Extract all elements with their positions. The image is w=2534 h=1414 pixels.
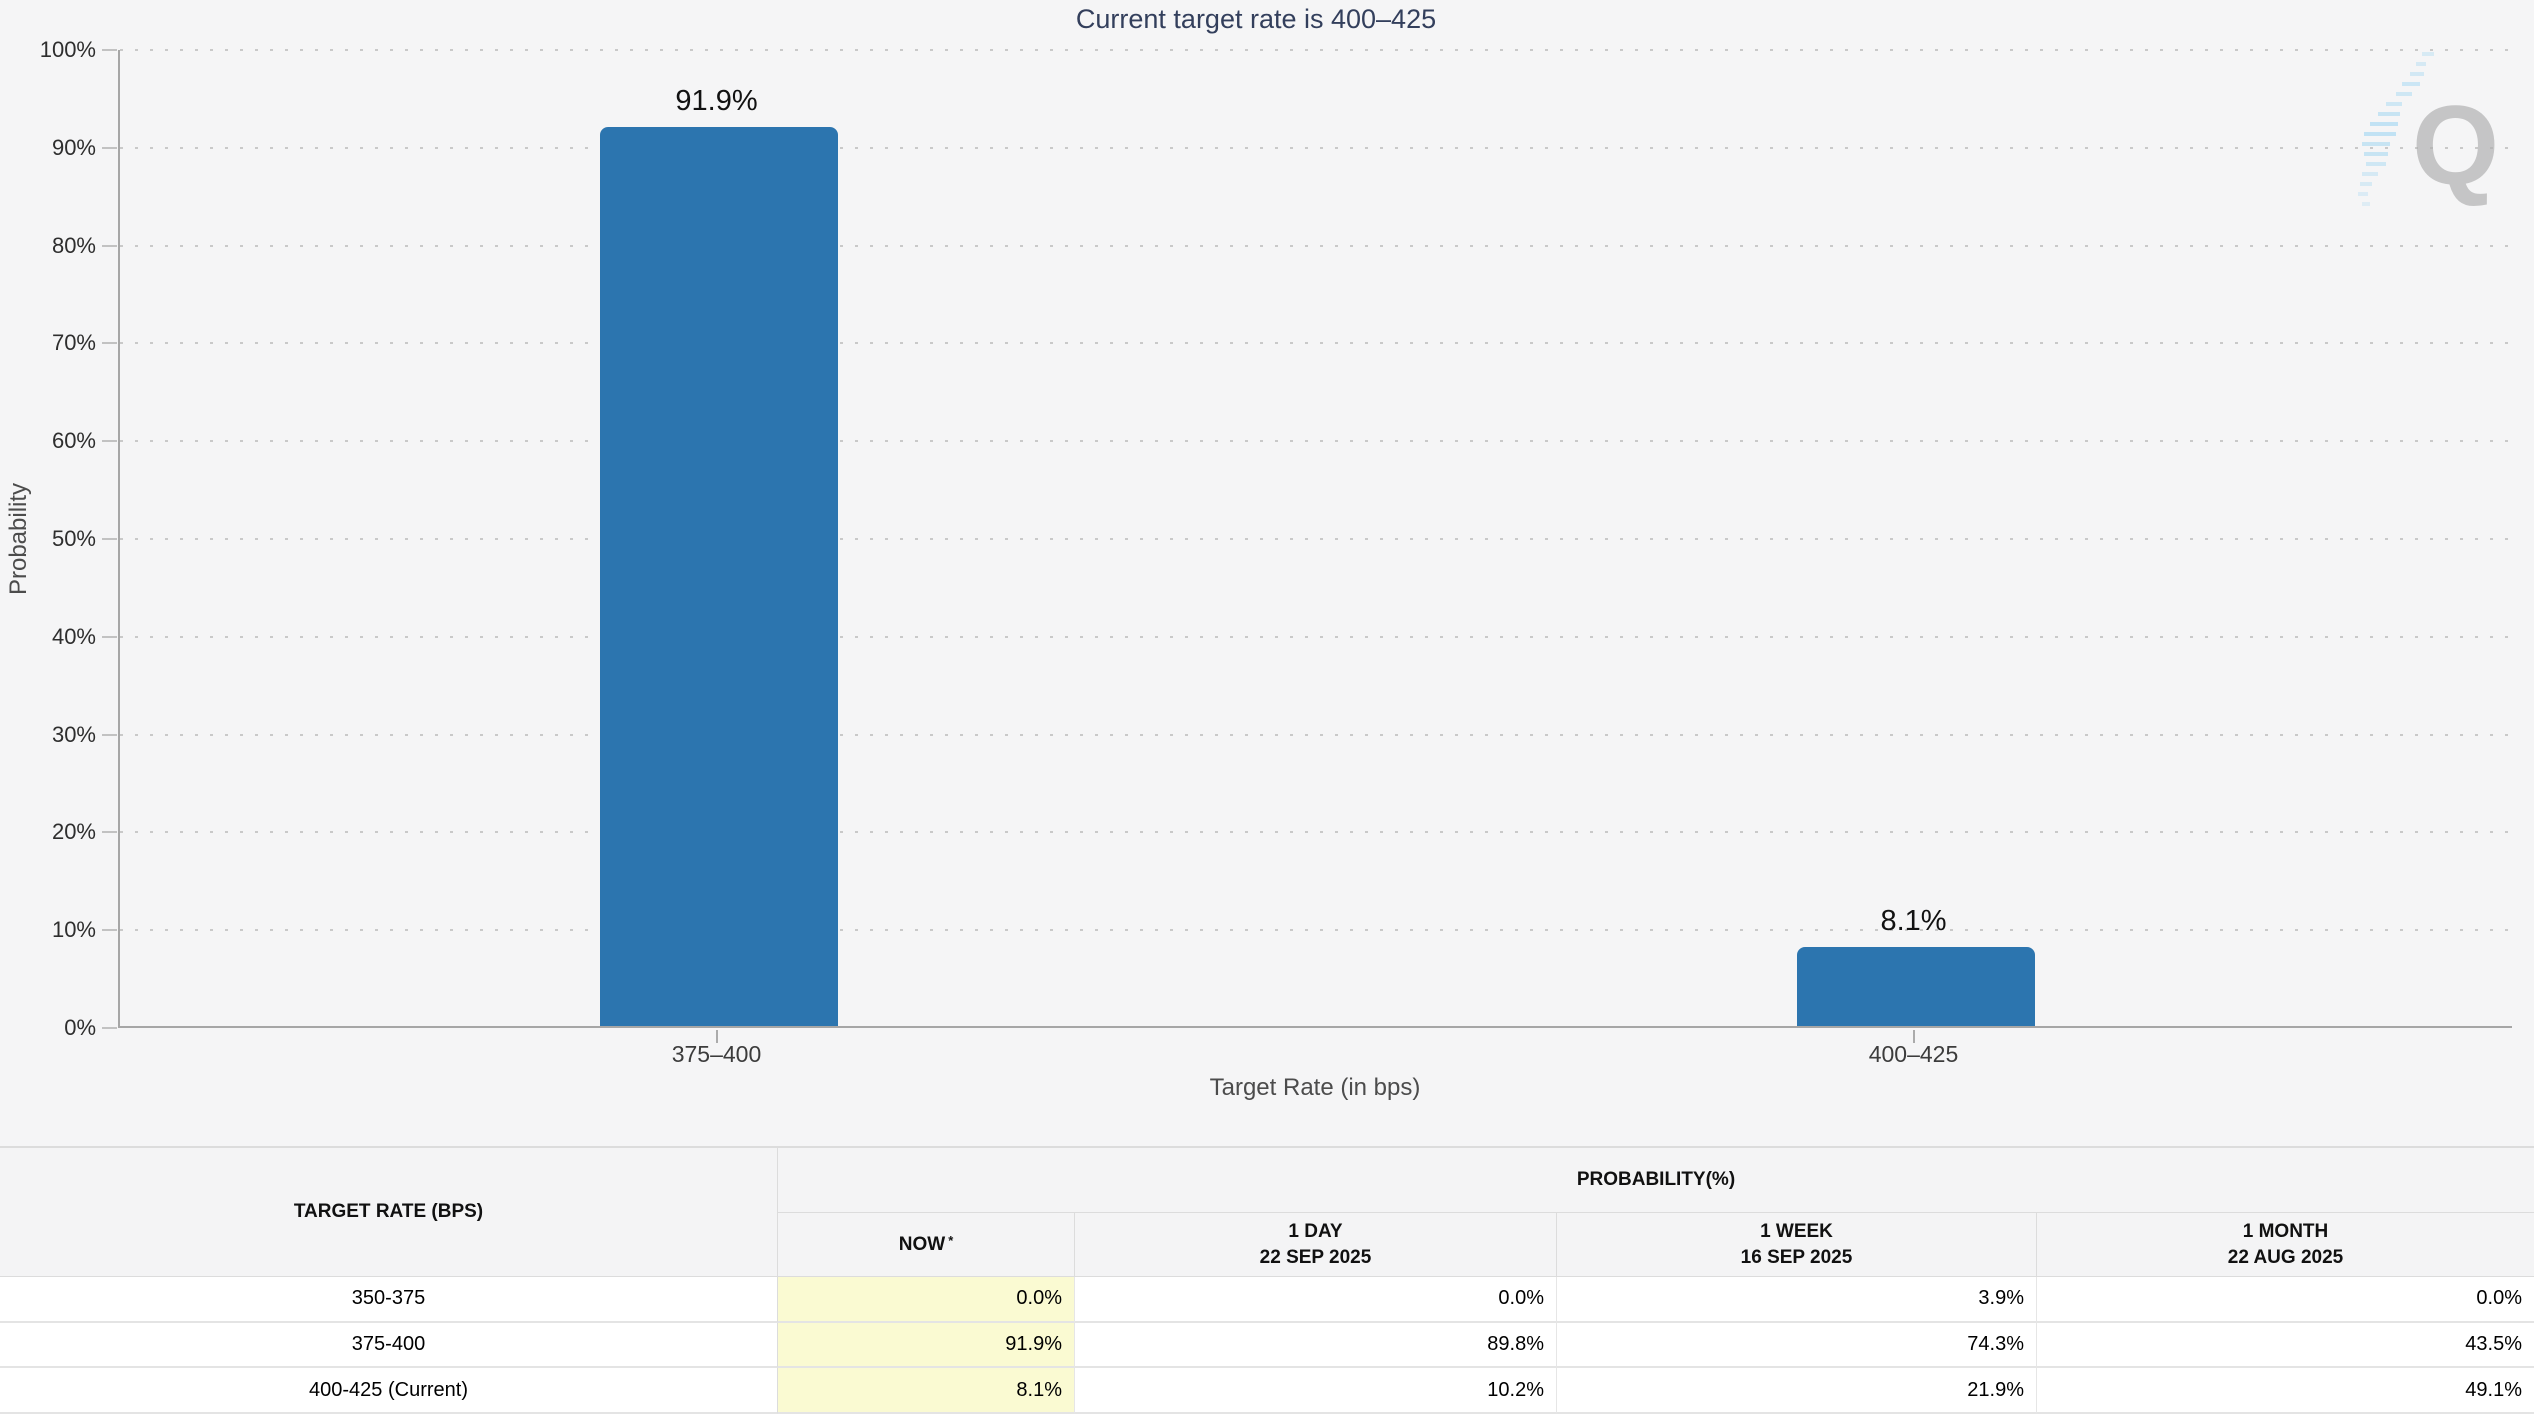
y-tick-label: 30% — [51, 721, 96, 747]
x-tick-label: 400–425 — [1868, 1041, 1959, 1067]
gridline — [120, 831, 2512, 834]
y-tick-mark — [102, 831, 117, 834]
y-tick-mark — [102, 49, 117, 51]
bar-400–425 — [1796, 946, 2035, 1026]
month-value-cell: 43.5% — [2037, 1323, 2534, 1369]
gridline — [120, 146, 2512, 149]
y-tick-mark — [102, 244, 117, 247]
x-tick-mark — [1912, 1030, 1915, 1043]
month-value-cell: 0.0% — [2037, 1277, 2534, 1323]
y-tick-label: 100% — [39, 37, 96, 62]
bar-value-label: 91.9% — [675, 85, 758, 118]
table-header-target-rate: TARGET RATE (BPS) — [0, 1148, 778, 1277]
y-tick-mark — [102, 146, 117, 149]
table-header-1month: 1 MONTH 22 AUG 2025 — [2037, 1213, 2534, 1277]
gridline — [120, 929, 2512, 932]
y-tick-label: 70% — [51, 330, 96, 356]
y-tick-label: 0% — [64, 1015, 96, 1040]
now-value-cell: 8.1% — [778, 1368, 1075, 1414]
day-value-cell: 0.0% — [1075, 1277, 1557, 1323]
gridline — [120, 244, 2512, 247]
y-tick-mark — [102, 440, 117, 443]
y-tick-mark — [102, 1027, 117, 1029]
month-value-cell: 49.1% — [2037, 1368, 2534, 1414]
x-tick-mark — [715, 1030, 718, 1043]
chart-title: Current target rate is 400–425 — [1075, 4, 1437, 34]
rate-cell: 350-375 — [0, 1277, 778, 1323]
x-axis-title: Target Rate (in bps) — [1209, 1074, 1421, 1101]
y-tick-mark — [102, 538, 117, 540]
week-value-cell: 3.9% — [1557, 1277, 2037, 1323]
rate-table: TARGET RATE (BPS) PROBABILITY(%) NOW * 1 … — [0, 1146, 2534, 1414]
week-value-cell: 21.9% — [1557, 1368, 2037, 1414]
gridline — [120, 733, 2512, 736]
y-tick-label: 40% — [51, 623, 96, 649]
q-logo-watermark-icon: Q — [2338, 44, 2499, 234]
table-header-1week: 1 WEEK 16 SEP 2025 — [1557, 1213, 2037, 1277]
y-tick-label: 60% — [51, 428, 96, 454]
y-tick-mark — [102, 635, 117, 638]
y-tick-mark — [102, 342, 117, 345]
y-tick-mark — [102, 929, 117, 932]
gridline — [120, 440, 2512, 443]
bar-value-label: 8.1% — [1880, 904, 1947, 937]
rate-cell: 400-425 (Current) — [0, 1368, 778, 1414]
y-tick-label: 80% — [51, 232, 96, 258]
y-tick-label: 50% — [51, 526, 96, 551]
table-header-now: NOW * — [778, 1213, 1075, 1277]
y-tick-label: 90% — [51, 134, 96, 160]
gridline — [120, 49, 2512, 51]
now-value-cell: 91.9% — [778, 1322, 1075, 1369]
y-tick-mark — [102, 733, 117, 736]
table-header-probability: PROBABILITY(%) — [778, 1148, 2534, 1213]
svg-text:Q: Q — [2412, 83, 2498, 208]
now-asterisk: * — [948, 1232, 954, 1248]
week-value-cell: 74.3% — [1557, 1322, 2037, 1369]
gridline — [120, 635, 2512, 638]
y-tick-label: 20% — [51, 819, 96, 845]
day-value-cell: 10.2% — [1075, 1368, 1557, 1414]
table-header-1day: 1 DAY 22 SEP 2025 — [1075, 1213, 1557, 1277]
gridline — [120, 342, 2512, 345]
bar-375–400 — [599, 127, 838, 1026]
now-value-cell: 0.0% — [778, 1277, 1075, 1323]
gridline — [120, 538, 2512, 540]
x-tick-label: 375–400 — [671, 1041, 762, 1067]
plot-area — [118, 49, 2512, 1028]
probability-chart: Current target rate is 400–425 Probabili… — [5, 4, 2512, 1101]
day-value-cell: 89.8% — [1075, 1322, 1557, 1369]
rate-cell: 375-400 — [0, 1322, 778, 1369]
y-tick-label: 10% — [51, 917, 96, 943]
